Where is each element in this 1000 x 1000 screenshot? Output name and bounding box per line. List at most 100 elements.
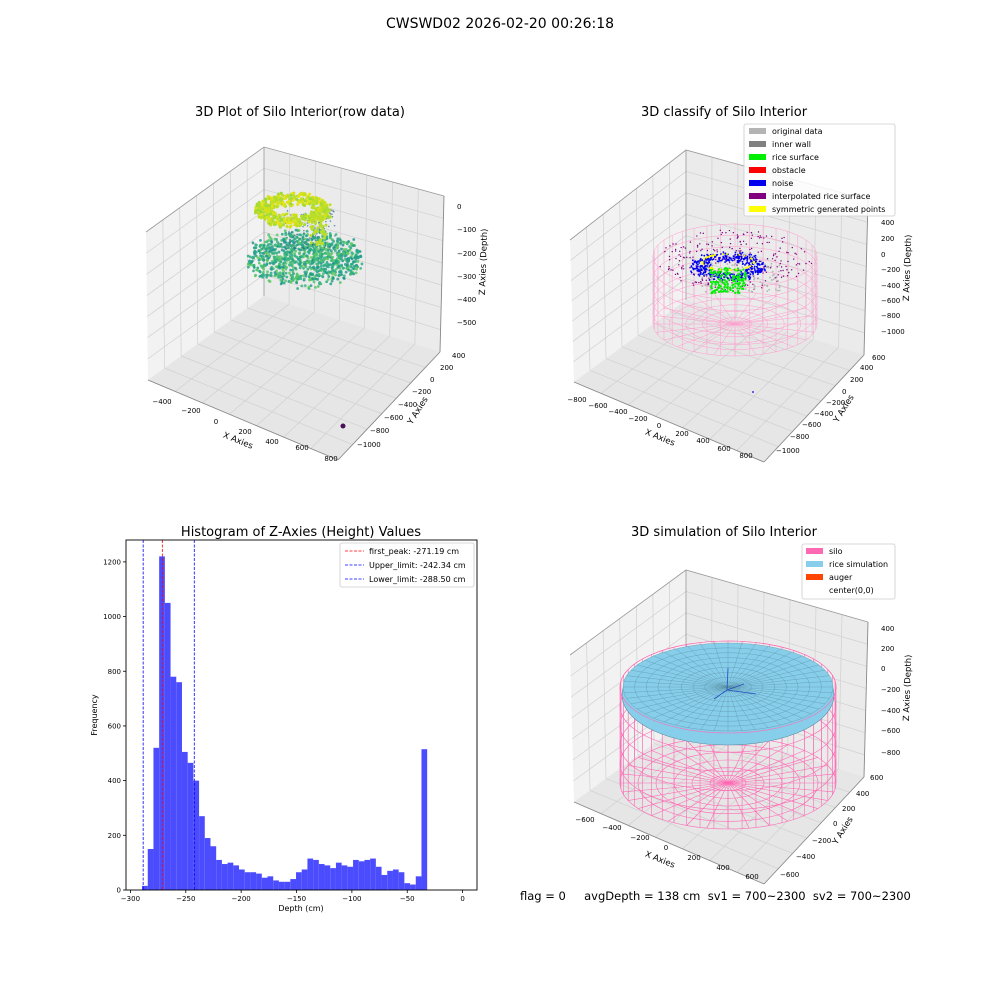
legend-item-interpolated-rice-surface: interpolated rice surface (749, 192, 870, 201)
histogram-y-tick: 1000 (103, 613, 121, 621)
raw-y-ticks: 400 200 0 −200 −400 −600 −800 −1000 (357, 352, 465, 449)
raw-z-tick: 0 (457, 203, 461, 211)
histogram-bar (227, 862, 234, 890)
legend-label: Lower_limit: -288.50 cm (369, 575, 466, 584)
legend-label: Upper_limit: -242.34 cm (369, 561, 466, 570)
legend-item-silo: silo (806, 547, 843, 556)
sim-x-tick: 600 (745, 873, 758, 881)
sim-x-tick: −400 (602, 824, 621, 832)
raw-axes-box (145, 146, 445, 461)
classify-y-tick: −800 (790, 433, 809, 441)
raw-y-tick: −1000 (357, 441, 381, 449)
classify-x-tick: 200 (675, 430, 688, 438)
legend-label: symmetric generated points (772, 205, 885, 214)
sim-y-tick: −200 (812, 837, 831, 845)
classify-y-tick: −600 (802, 421, 821, 429)
histogram-y-tick: 0 (117, 887, 121, 895)
sim-rice-surface (619, 640, 837, 746)
legend-item-auger: auger (806, 573, 853, 582)
histogram-bar (358, 861, 365, 890)
histogram-bar (415, 876, 422, 890)
raw-y-tick: 400 (452, 352, 465, 360)
sim-x-tick: 0 (664, 844, 668, 852)
sim-y-tick: 600 (870, 774, 883, 782)
legend-swatch (749, 154, 766, 160)
histogram-bar (153, 747, 160, 890)
classify-z-label: Z Axies (Depth) (902, 234, 914, 301)
legend-swatch (806, 548, 823, 554)
sim-y-tick: −600 (780, 871, 799, 879)
histogram-bar (238, 869, 245, 890)
classify-x-ticks: −800 −600 −400 −200 0 200 400 600 800 (567, 396, 752, 460)
raw-y-tick: −800 (370, 427, 389, 435)
classify-x-tick: −600 (588, 402, 607, 410)
legend-label: interpolated rice surface (772, 192, 870, 201)
legend-swatch (806, 561, 823, 567)
raw-z-label: Z Axies (Depth) (478, 228, 490, 295)
legend-item-rice-simulation: rice simulation (806, 560, 888, 569)
raw-y-tick: 200 (440, 364, 453, 372)
histogram-y-label: Frequency (90, 694, 99, 736)
histogram-bar (296, 872, 302, 890)
raw-x-tick: −200 (181, 407, 200, 415)
panel-raw: 3D Plot of Silo Interior(row data) −400 … (145, 105, 490, 463)
histogram-x-tick: −300 (121, 895, 140, 903)
histogram-title: Histogram of Z-Axies (Height) Values (181, 525, 421, 540)
legend-label: first_peak: -271.19 cm (369, 547, 459, 556)
sim-y-tick: 200 (842, 805, 855, 813)
legend-label: silo (829, 547, 843, 556)
histogram-bar (250, 872, 257, 890)
classify-x-tick: 400 (696, 437, 709, 445)
histogram-bar (324, 865, 331, 890)
panel-sim-title: 3D simulation of Silo Interior (631, 525, 818, 540)
raw-y-tick: −200 (412, 388, 431, 396)
legend-label: center(0,0) (829, 586, 874, 595)
raw-z-ticks: 0 −100 −200 −300 −400 −500 (457, 203, 476, 327)
raw-x-ticks: −400 −200 0 200 400 600 800 (152, 398, 337, 463)
legend-swatch (749, 128, 766, 134)
sim-x-tick: 400 (716, 864, 729, 872)
legend-swatch (749, 141, 766, 147)
histogram-bar (381, 874, 388, 890)
classify-z-tick: 400 (881, 219, 894, 227)
raw-z-tick: −300 (457, 273, 476, 281)
raw-x-tick: 200 (238, 428, 251, 436)
histogram-bar (307, 858, 314, 890)
panel-simulation: 3D simulation of Silo Interior silo (569, 525, 914, 885)
raw-y-label: Y Axies (405, 395, 431, 428)
raw-z-tick: −500 (457, 319, 476, 327)
classify-z-tick: 200 (881, 235, 894, 243)
classify-z-tick: −200 (881, 266, 900, 274)
histogram-x-label: Depth (cm) (278, 904, 323, 913)
figure-title: CWSWD02 2026-02-20 00:26:18 (385, 16, 615, 32)
classify-y-tick: 0 (842, 388, 846, 396)
histogram-bar (267, 876, 274, 890)
classify-y-tick: −200 (826, 399, 845, 407)
legend-item-upper-limit: Upper_limit: -242.34 cm (345, 561, 466, 570)
histogram-bar (404, 883, 411, 890)
legend-item-rice-surface: rice surface (749, 153, 819, 162)
sim-z-tick: −600 (881, 727, 900, 735)
sim-y-tick: 400 (856, 790, 869, 798)
classify-x-tick: −800 (567, 396, 586, 404)
histogram-bar (410, 884, 416, 890)
legend-label: auger (829, 573, 853, 582)
status-line: flag = 0 avgDepth = 138 cm sv1 = 700~230… (520, 889, 911, 903)
histogram-bar (176, 682, 182, 890)
legend-label: rice surface (772, 153, 819, 162)
legend-label: inner wall (772, 140, 811, 149)
histogram-bar (318, 864, 325, 890)
histogram-bar (244, 872, 251, 890)
classify-point-cloud (659, 229, 813, 295)
histogram-x-tick: −100 (342, 895, 361, 903)
sim-z-tick: −800 (881, 749, 900, 757)
histogram-x-tick: −250 (176, 895, 195, 903)
histogram-bar (370, 858, 376, 890)
legend-swatch (806, 574, 823, 580)
histogram-x-tick: −150 (287, 895, 306, 903)
histogram-bar (353, 859, 359, 890)
sim-x-ticks: −600 −400 −200 0 200 400 600 (575, 816, 758, 881)
histogram-y-tick: 400 (108, 777, 121, 785)
histogram-bar (290, 879, 297, 890)
legend-swatch (749, 167, 766, 173)
